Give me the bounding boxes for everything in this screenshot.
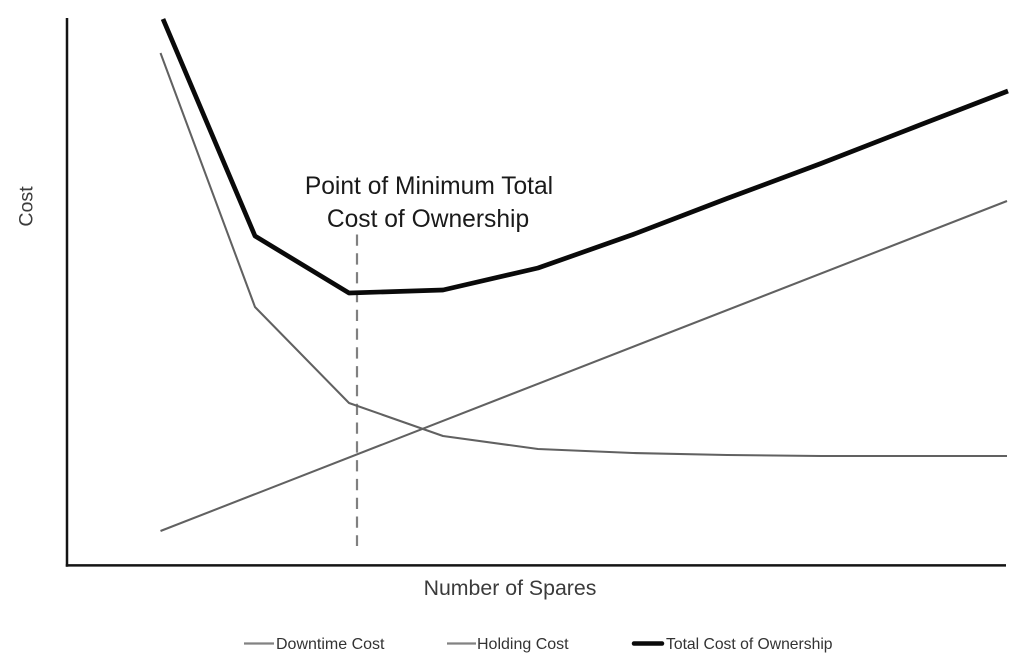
svg-text:Downtime Cost: Downtime Cost xyxy=(276,636,385,653)
svg-text:Point of Minimum Total: Point of Minimum Total xyxy=(305,173,553,200)
svg-text:Cost: Cost xyxy=(16,186,38,227)
svg-text:Holding Cost: Holding Cost xyxy=(477,636,569,653)
svg-text:Number of Spares: Number of Spares xyxy=(424,576,597,600)
svg-text:Total Cost of Ownership: Total Cost of Ownership xyxy=(666,636,833,653)
svg-text:Cost of Ownership: Cost of Ownership xyxy=(327,206,529,233)
